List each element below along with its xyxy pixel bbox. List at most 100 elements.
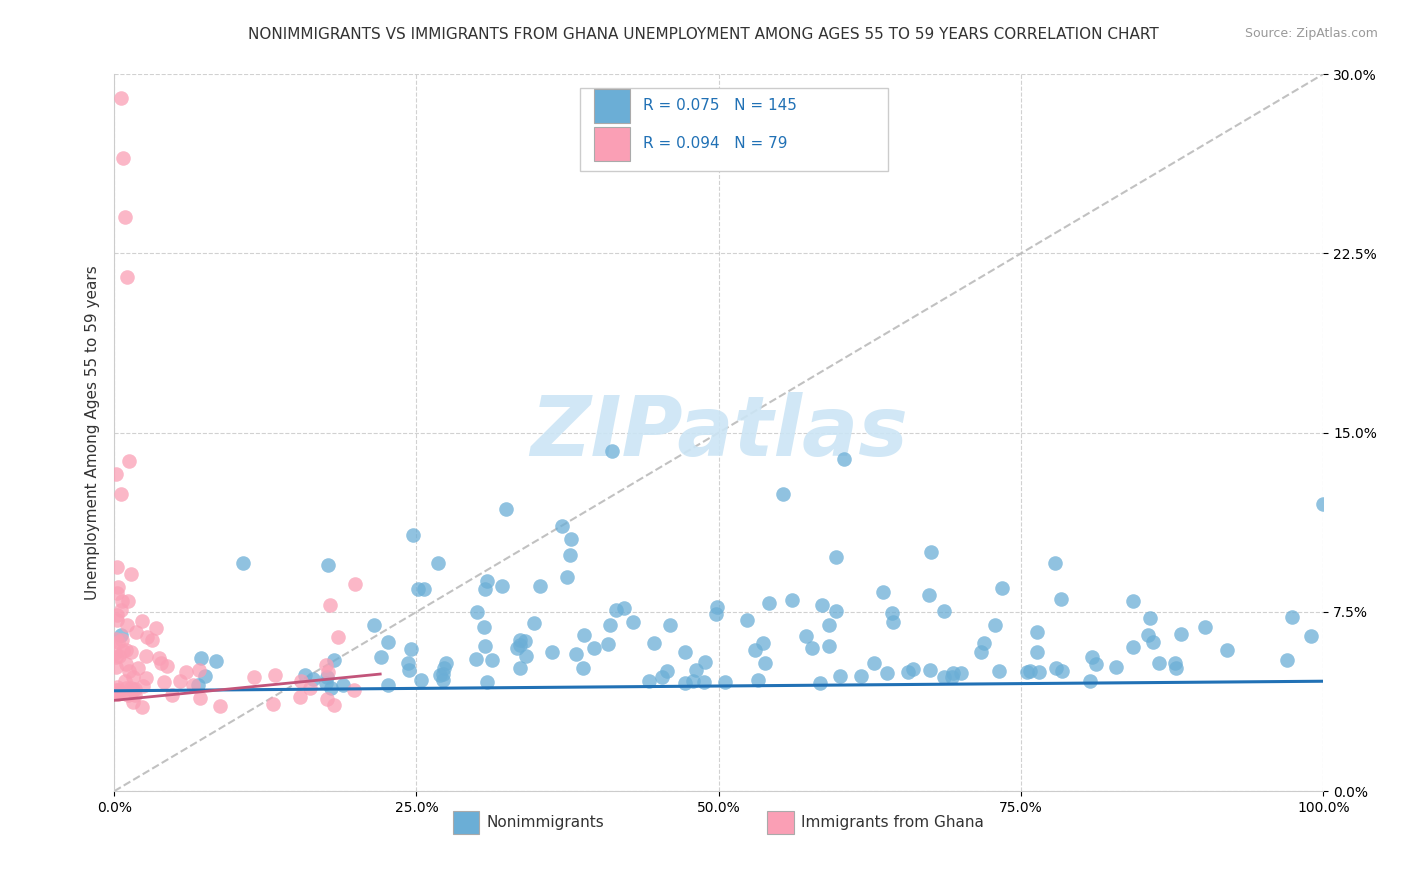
Point bbox=[800, 641, 823, 656]
Point bbox=[111, 633, 134, 648]
Point bbox=[596, 637, 619, 651]
Point bbox=[560, 532, 582, 546]
Point bbox=[319, 599, 342, 613]
Point bbox=[377, 678, 399, 692]
Point bbox=[1019, 664, 1042, 678]
Point bbox=[107, 683, 129, 698]
Point bbox=[515, 633, 537, 648]
Point bbox=[602, 443, 624, 458]
Point bbox=[1142, 635, 1164, 649]
Point bbox=[1049, 592, 1071, 607]
Point bbox=[398, 663, 420, 677]
Point bbox=[105, 681, 128, 695]
Point bbox=[758, 596, 780, 610]
Point bbox=[673, 676, 696, 690]
Point bbox=[828, 669, 851, 683]
Point bbox=[105, 607, 128, 622]
Point bbox=[105, 613, 128, 627]
Point bbox=[621, 615, 644, 630]
Point bbox=[1045, 661, 1067, 675]
Point bbox=[818, 617, 841, 632]
Point bbox=[754, 657, 776, 671]
Point bbox=[315, 669, 337, 683]
Point bbox=[190, 691, 212, 706]
Point bbox=[288, 690, 311, 704]
Point bbox=[752, 636, 775, 650]
Point bbox=[1081, 649, 1104, 664]
Point bbox=[122, 682, 145, 697]
Point bbox=[315, 676, 337, 690]
Point bbox=[396, 656, 419, 670]
Point bbox=[811, 598, 834, 612]
Point bbox=[110, 628, 132, 642]
Point bbox=[832, 451, 855, 466]
Point bbox=[713, 675, 735, 690]
Point bbox=[523, 615, 546, 630]
Point bbox=[105, 560, 128, 574]
Point bbox=[673, 645, 696, 659]
Point bbox=[315, 657, 337, 672]
Point bbox=[901, 662, 924, 676]
Point bbox=[825, 549, 848, 564]
Point bbox=[326, 630, 349, 644]
Point bbox=[863, 656, 886, 670]
Point bbox=[605, 603, 627, 617]
Point bbox=[472, 620, 495, 634]
Point bbox=[190, 651, 212, 665]
Point bbox=[110, 603, 132, 617]
Point bbox=[262, 697, 284, 711]
Point bbox=[344, 577, 367, 591]
Point bbox=[302, 672, 325, 686]
Point bbox=[638, 673, 661, 688]
Point bbox=[319, 681, 342, 695]
Point bbox=[409, 673, 432, 687]
Point bbox=[121, 669, 143, 683]
Point bbox=[880, 606, 903, 620]
Point bbox=[572, 628, 595, 642]
Point bbox=[1281, 610, 1303, 624]
Point bbox=[706, 600, 728, 615]
Point bbox=[551, 519, 574, 533]
Point bbox=[1122, 593, 1144, 607]
Point bbox=[127, 661, 149, 675]
Point bbox=[117, 454, 139, 468]
Point bbox=[682, 673, 704, 688]
Point bbox=[582, 641, 605, 656]
Point bbox=[194, 669, 217, 683]
Point bbox=[111, 594, 134, 608]
Point bbox=[432, 673, 454, 687]
Point bbox=[115, 618, 138, 632]
Point bbox=[105, 686, 128, 700]
Point bbox=[495, 501, 517, 516]
FancyBboxPatch shape bbox=[453, 811, 479, 834]
Point bbox=[332, 678, 354, 692]
Point bbox=[232, 556, 254, 570]
Point bbox=[1194, 620, 1216, 634]
Point bbox=[1170, 627, 1192, 641]
Point bbox=[125, 625, 148, 640]
Point bbox=[124, 689, 146, 703]
Point bbox=[124, 682, 146, 697]
Point bbox=[1149, 656, 1171, 670]
Point bbox=[117, 270, 139, 285]
Point bbox=[920, 544, 942, 558]
Point bbox=[882, 615, 904, 630]
Text: ZIPatlas: ZIPatlas bbox=[530, 392, 908, 473]
Point bbox=[973, 636, 995, 650]
Point bbox=[571, 661, 593, 675]
Point bbox=[1084, 657, 1107, 672]
Text: NONIMMIGRANTS VS IMMIGRANTS FROM GHANA UNEMPLOYMENT AMONG AGES 55 TO 59 YEARS CO: NONIMMIGRANTS VS IMMIGRANTS FROM GHANA U… bbox=[247, 27, 1159, 42]
Point bbox=[897, 665, 920, 679]
Point bbox=[343, 682, 366, 697]
Point bbox=[932, 604, 955, 618]
Point bbox=[1301, 629, 1323, 643]
Point bbox=[121, 695, 143, 709]
Point bbox=[153, 675, 176, 690]
Point bbox=[475, 674, 498, 689]
Point bbox=[1043, 556, 1066, 570]
Point bbox=[107, 687, 129, 701]
Point bbox=[849, 669, 872, 683]
Point bbox=[402, 528, 425, 542]
Point bbox=[294, 668, 316, 682]
Point bbox=[432, 667, 454, 681]
